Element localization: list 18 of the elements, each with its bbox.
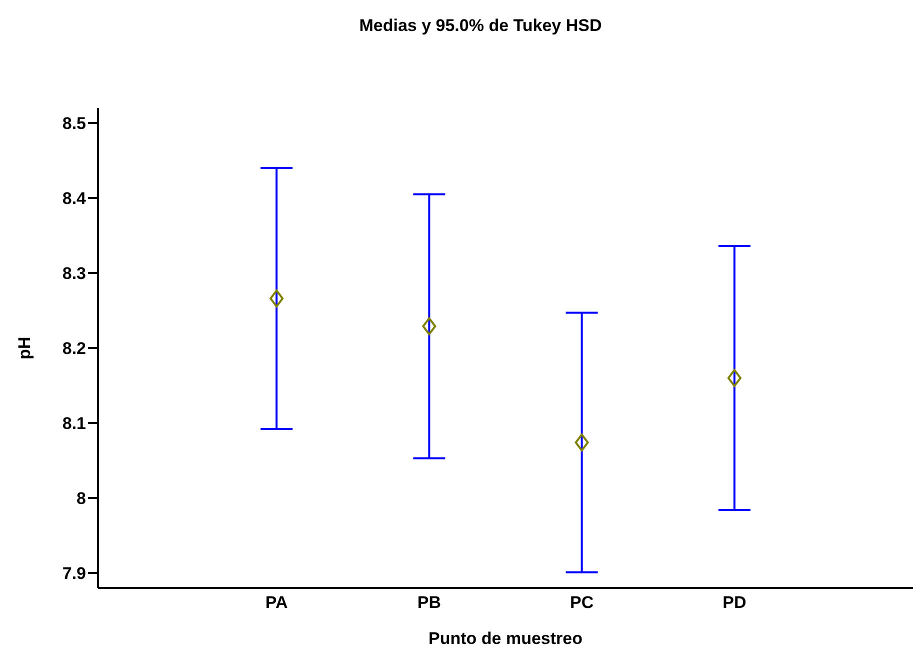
y-tick-label: 8.1 <box>62 414 86 434</box>
y-tick-label: 8.3 <box>62 264 86 284</box>
y-tick-label: 8.2 <box>62 339 86 358</box>
chart-title: Medias y 95.0% de Tukey HSD <box>358 15 603 37</box>
point <box>270 290 284 308</box>
y-tick-label: 7.9 <box>62 564 86 584</box>
point <box>727 369 742 387</box>
y-tick-label: 8 <box>76 489 86 508</box>
y-axis-title: pH <box>15 336 34 360</box>
x-axis-title: Punto de muestreo <box>428 629 582 648</box>
y-tick-label: 8.4 <box>62 189 87 208</box>
x-tick-label: PA <box>265 593 288 612</box>
point <box>574 434 589 452</box>
y-tick-label: 8.5 <box>62 114 86 134</box>
x-tick-label: PB <box>417 593 441 612</box>
point <box>422 317 436 336</box>
x-tick-label: PD <box>722 593 746 612</box>
x-tick-label: PC <box>570 593 594 612</box>
